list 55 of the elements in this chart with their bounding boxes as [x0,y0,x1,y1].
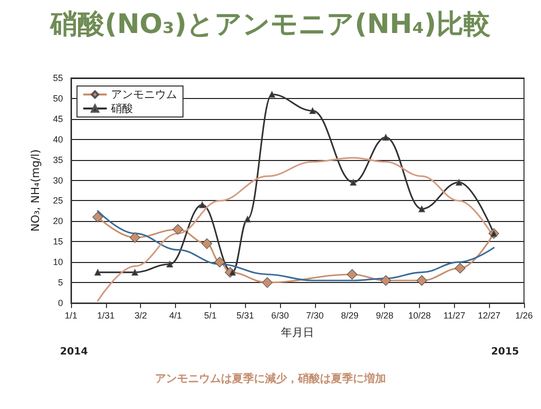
point [418,206,426,212]
point [94,269,102,276]
point [382,134,390,141]
x-tick-label: 4/1 [169,310,182,320]
point [416,275,428,286]
chart-title: 硝酸(NO₃)とアンモニア(NH₄)比較 [50,9,492,40]
y-tick-label: 35 [52,154,63,165]
point [214,256,225,268]
y-tick-label: 0 [58,298,63,308]
y-tick-label: 30 [52,175,63,186]
point [202,238,212,249]
point [244,216,251,222]
y-tick-label: 10 [52,257,63,268]
point [346,269,358,280]
x-tick-label: 12/27 [478,310,500,320]
x-tick-label: 3/2 [134,310,147,320]
x-tick-label: 8/29 [341,310,359,320]
point [172,224,184,235]
legend-label: 硝酸 [110,102,133,115]
y-tick-label: 5 [58,278,63,288]
text: 2014 [60,346,88,358]
y-tick-label: 55 [52,73,63,83]
point [456,179,462,186]
y-tick-label: 45 [52,114,63,124]
x-tick-label: 10/28 [408,310,431,320]
point [166,260,174,268]
y-tick-label: 25 [52,196,63,206]
point [262,277,273,288]
point [198,202,206,208]
point [454,262,466,274]
point [350,179,357,186]
x-tick-label: 5/1 [204,310,217,320]
x-tick-label: 9/28 [376,310,394,320]
point [380,275,392,286]
x-tick-label: 6/30 [271,310,289,320]
y-tick-label: 20 [52,216,63,226]
text: アンモニウムは夏季に減少，硝酸は夏季に増加 [155,372,386,385]
text: 2015 [491,346,520,358]
x-axis-title: 年月日 [281,326,314,339]
x-tick-label: 1/26 [515,310,533,320]
x-tick-label: 1/1 [64,310,78,320]
x-tick-label: 5/31 [236,310,254,320]
y-axis-title: NO₃, NH₄(mg/l) [29,149,42,232]
x-tick-label: 11/27 [443,310,466,320]
point [268,91,276,98]
point [130,232,140,243]
point [309,107,316,114]
point [92,212,104,222]
legend-label: アンモニウム [111,88,177,101]
x-tick-label: 1/31 [97,310,115,320]
y-tick-label: 40 [52,134,63,144]
point [132,269,138,276]
y-tick-label: 15 [52,236,63,247]
x-tick-label: 7/30 [306,310,324,320]
y-tick-label: 50 [52,93,63,104]
